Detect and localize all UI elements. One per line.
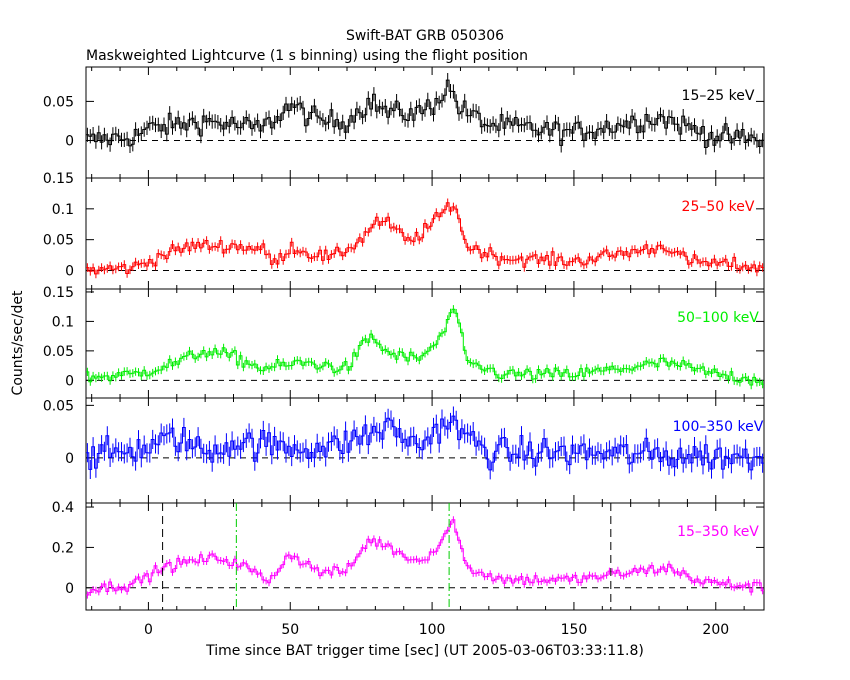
error-bars xyxy=(86,305,764,390)
y-tick-label: 0 xyxy=(65,451,74,467)
panel-3: 0 0.05 100–350 keV xyxy=(43,397,765,504)
panel-0: 0 0.05 15–25 keV xyxy=(43,66,765,179)
x-tick-label: 100 xyxy=(419,622,446,638)
y-tick-label: 0.05 xyxy=(43,94,74,110)
y-tick-label: 0 xyxy=(65,264,74,280)
x-tick-label: 150 xyxy=(561,622,588,638)
y-tick-label: 0.05 xyxy=(43,233,74,249)
error-bars xyxy=(86,516,764,599)
error-bars xyxy=(86,406,764,480)
band-label: 25–50 keV xyxy=(682,199,755,215)
x-tick-label: 200 xyxy=(702,622,729,638)
binned-counts xyxy=(86,308,764,386)
panel-1: 0 0.05 0.1 0.15 25–50 keV xyxy=(43,171,765,290)
y-tick-label: 0.1 xyxy=(52,314,74,330)
y-tick-label: 0.05 xyxy=(43,344,74,360)
y-tick-label: 0.4 xyxy=(52,500,74,516)
y-axis-label: Counts/sec/det xyxy=(10,290,26,395)
y-tick-label: 0 xyxy=(65,133,74,149)
panel-4: 0 0.2 0.4 15–350 keV 0 50 100 150 200 xyxy=(52,500,765,638)
panel-2: 0 0.05 0.1 0.15 50–100 keV xyxy=(43,285,765,399)
chart-title: Swift-BAT GRB 050306 xyxy=(346,28,504,44)
y-tick-label: 0.05 xyxy=(43,398,74,414)
panel-frame xyxy=(85,177,765,290)
light-curve xyxy=(86,73,764,155)
x-tick-label: 50 xyxy=(281,622,299,638)
light-curve xyxy=(86,516,764,599)
x-axis-label: Time since BAT trigger time [sec] (UT 20… xyxy=(205,643,644,659)
binned-counts xyxy=(86,79,764,148)
binned-counts xyxy=(86,415,764,471)
error-bars xyxy=(86,198,764,279)
x-tick-label: 0 xyxy=(144,622,153,638)
error-bars xyxy=(86,73,764,155)
light-curve xyxy=(86,406,764,480)
band-label: 15–25 keV xyxy=(682,88,755,104)
y-tick-label: 0 xyxy=(65,581,74,597)
band-label: 100–350 keV xyxy=(673,419,764,435)
y-tick-label: 0.15 xyxy=(43,285,74,301)
panel-frame xyxy=(85,288,765,399)
light-curve xyxy=(86,198,764,279)
light-curve xyxy=(86,305,764,390)
band-label: 15–350 keV xyxy=(677,524,759,540)
binned-counts xyxy=(86,519,764,596)
y-tick-label: 0.15 xyxy=(43,171,74,187)
band-label: 50–100 keV xyxy=(677,310,759,326)
y-tick-label: 0 xyxy=(65,373,74,389)
y-tick-label: 0.1 xyxy=(52,202,74,218)
binned-counts xyxy=(86,202,764,275)
chart-subtitle: Maskweighted Lightcurve (1 s binning) us… xyxy=(86,48,528,64)
panel-frame xyxy=(85,502,765,611)
panels-group: 0 0.05 15–25 keV 0 0.05 0.1 0.15 25–50 keV 0 0.05… xyxy=(43,66,765,638)
y-tick-label: 0.2 xyxy=(52,540,74,556)
